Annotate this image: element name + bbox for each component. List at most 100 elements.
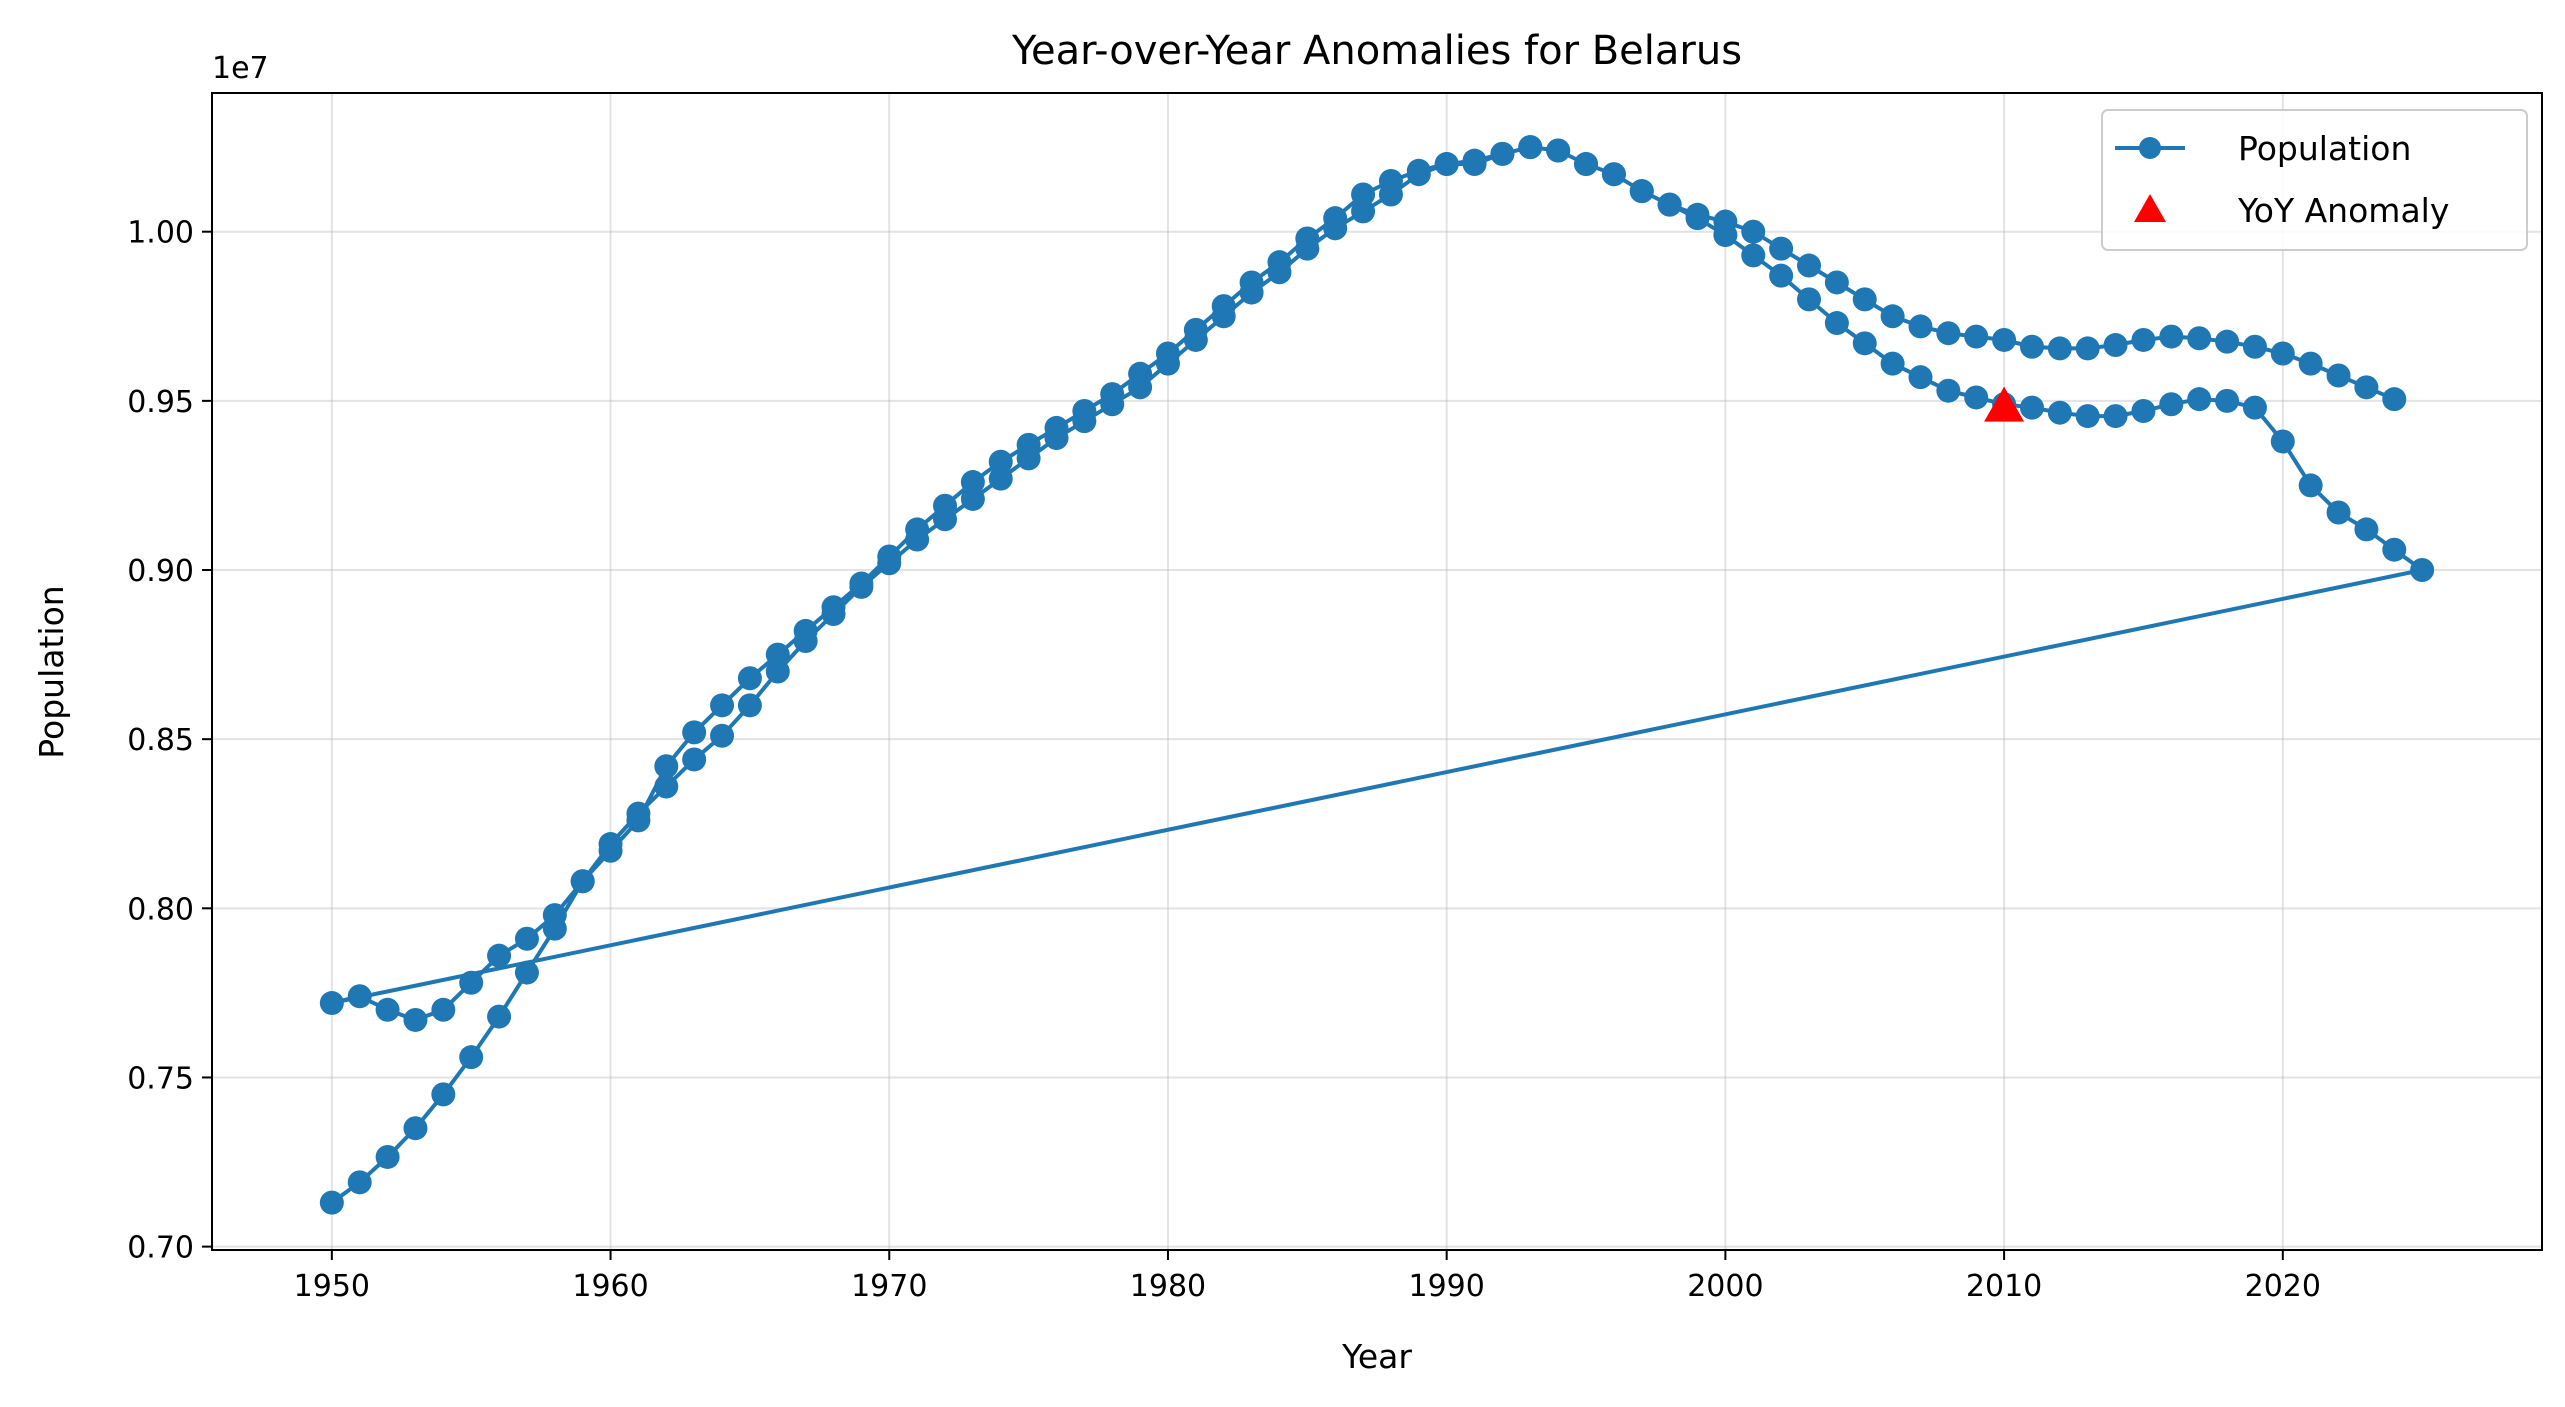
population-point <box>1964 324 1989 349</box>
ticks: 1950 1960 1970 1980 1990 2000 2010 2020 0.70 0.75… <box>127 216 2321 1304</box>
population-point <box>2270 341 2295 366</box>
population-point <box>1796 253 1821 278</box>
population-point <box>487 1004 512 1029</box>
population-point <box>2354 375 2379 400</box>
population-point <box>1964 385 1989 410</box>
y-tick-label: 0.85 <box>127 723 194 758</box>
population-point <box>487 943 512 968</box>
population-point <box>2242 395 2267 420</box>
axes-frame <box>211 92 2543 1251</box>
population-point <box>319 991 344 1016</box>
population-point <box>988 449 1013 474</box>
y-tick-label: 0.90 <box>127 554 194 589</box>
legend-anomaly-marker <box>2134 194 2166 222</box>
population-point <box>1239 270 1264 295</box>
population-point <box>1323 206 1348 231</box>
x-tick-label: 1960 <box>572 1269 648 1304</box>
plot-area <box>319 135 2435 1215</box>
grid <box>212 93 2542 1250</box>
population-point <box>1657 192 1682 217</box>
population-point <box>1351 182 1376 207</box>
population-point <box>933 493 958 518</box>
population-point <box>1769 236 1794 261</box>
legend-population-marker <box>2139 137 2161 159</box>
legend-population-label: Population <box>2238 129 2411 168</box>
population-point <box>765 659 790 684</box>
population-point <box>710 693 735 718</box>
population-point <box>2047 336 2072 361</box>
population-point <box>2047 400 2072 425</box>
population-point <box>960 486 985 511</box>
population-point <box>570 869 595 894</box>
population-point <box>319 1190 344 1215</box>
legend: Population YoY Anomaly <box>2101 109 2528 251</box>
population-point <box>1713 209 1738 234</box>
population-point <box>1490 141 1515 166</box>
population-point <box>1824 270 1849 295</box>
population-point <box>1880 304 1905 329</box>
population-point <box>1629 179 1654 204</box>
population-point <box>2298 351 2323 376</box>
population-point <box>710 723 735 748</box>
population-point <box>2103 333 2128 358</box>
population-point <box>1100 382 1125 407</box>
population-point <box>1155 341 1180 366</box>
population-point <box>375 1144 400 1169</box>
y-tick-label: 0.80 <box>127 892 194 927</box>
y-tick-label: 0.70 <box>127 1231 194 1266</box>
x-axis-label: Year <box>1341 1337 1412 1376</box>
population-point <box>431 1082 456 1107</box>
population-point <box>2326 363 2351 388</box>
population-point <box>1351 199 1376 224</box>
population-point <box>2019 334 2044 359</box>
population-point <box>2215 329 2240 354</box>
population-point <box>2215 388 2240 413</box>
population-point <box>2075 336 2100 361</box>
population-point <box>1852 331 1877 356</box>
population-point <box>2075 404 2100 429</box>
population-point <box>1936 321 1961 346</box>
population-point <box>1546 138 1571 163</box>
population-point <box>1044 415 1069 440</box>
population-point <box>2159 392 2184 417</box>
population-point <box>2131 327 2156 352</box>
population-point <box>2382 387 2407 412</box>
population-point <box>2131 399 2156 424</box>
population-point <box>2242 334 2267 359</box>
population-point <box>1936 378 1961 403</box>
population-point <box>1908 365 1933 390</box>
population-point <box>2354 517 2379 542</box>
population-point <box>765 642 790 667</box>
population-point <box>682 747 707 772</box>
population-point <box>1462 148 1487 173</box>
population-point <box>2187 387 2212 412</box>
population-point <box>793 618 818 643</box>
population-point <box>459 970 484 995</box>
y-offset-label: 1e7 <box>212 51 269 86</box>
population-point <box>1406 158 1431 183</box>
population-point <box>654 754 679 779</box>
legend-box <box>2101 109 2528 251</box>
population-point <box>598 838 623 863</box>
population-point <box>347 1170 372 1195</box>
population-point <box>2298 473 2323 498</box>
population-point <box>1992 327 2017 352</box>
population-point <box>877 544 902 569</box>
population-point <box>849 571 874 596</box>
y-tick-label: 0.75 <box>127 1061 194 1096</box>
population-point <box>2326 500 2351 525</box>
x-tick-label: 1990 <box>1408 1269 1484 1304</box>
population-point <box>2270 429 2295 454</box>
population-point <box>1852 287 1877 312</box>
population-point <box>1796 287 1821 312</box>
chart-title: Year-over-Year Anomalies for Belarus <box>1011 28 1742 74</box>
population-point <box>960 470 985 495</box>
population-point <box>737 666 762 691</box>
x-tick-label: 2020 <box>2245 1269 2321 1304</box>
population-point <box>2382 537 2407 562</box>
population-point <box>1741 219 1766 244</box>
population-point <box>1378 168 1403 193</box>
population-point <box>2187 326 2212 351</box>
population-point <box>1211 294 1236 319</box>
